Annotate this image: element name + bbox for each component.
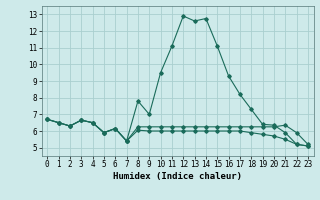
X-axis label: Humidex (Indice chaleur): Humidex (Indice chaleur) <box>113 172 242 181</box>
